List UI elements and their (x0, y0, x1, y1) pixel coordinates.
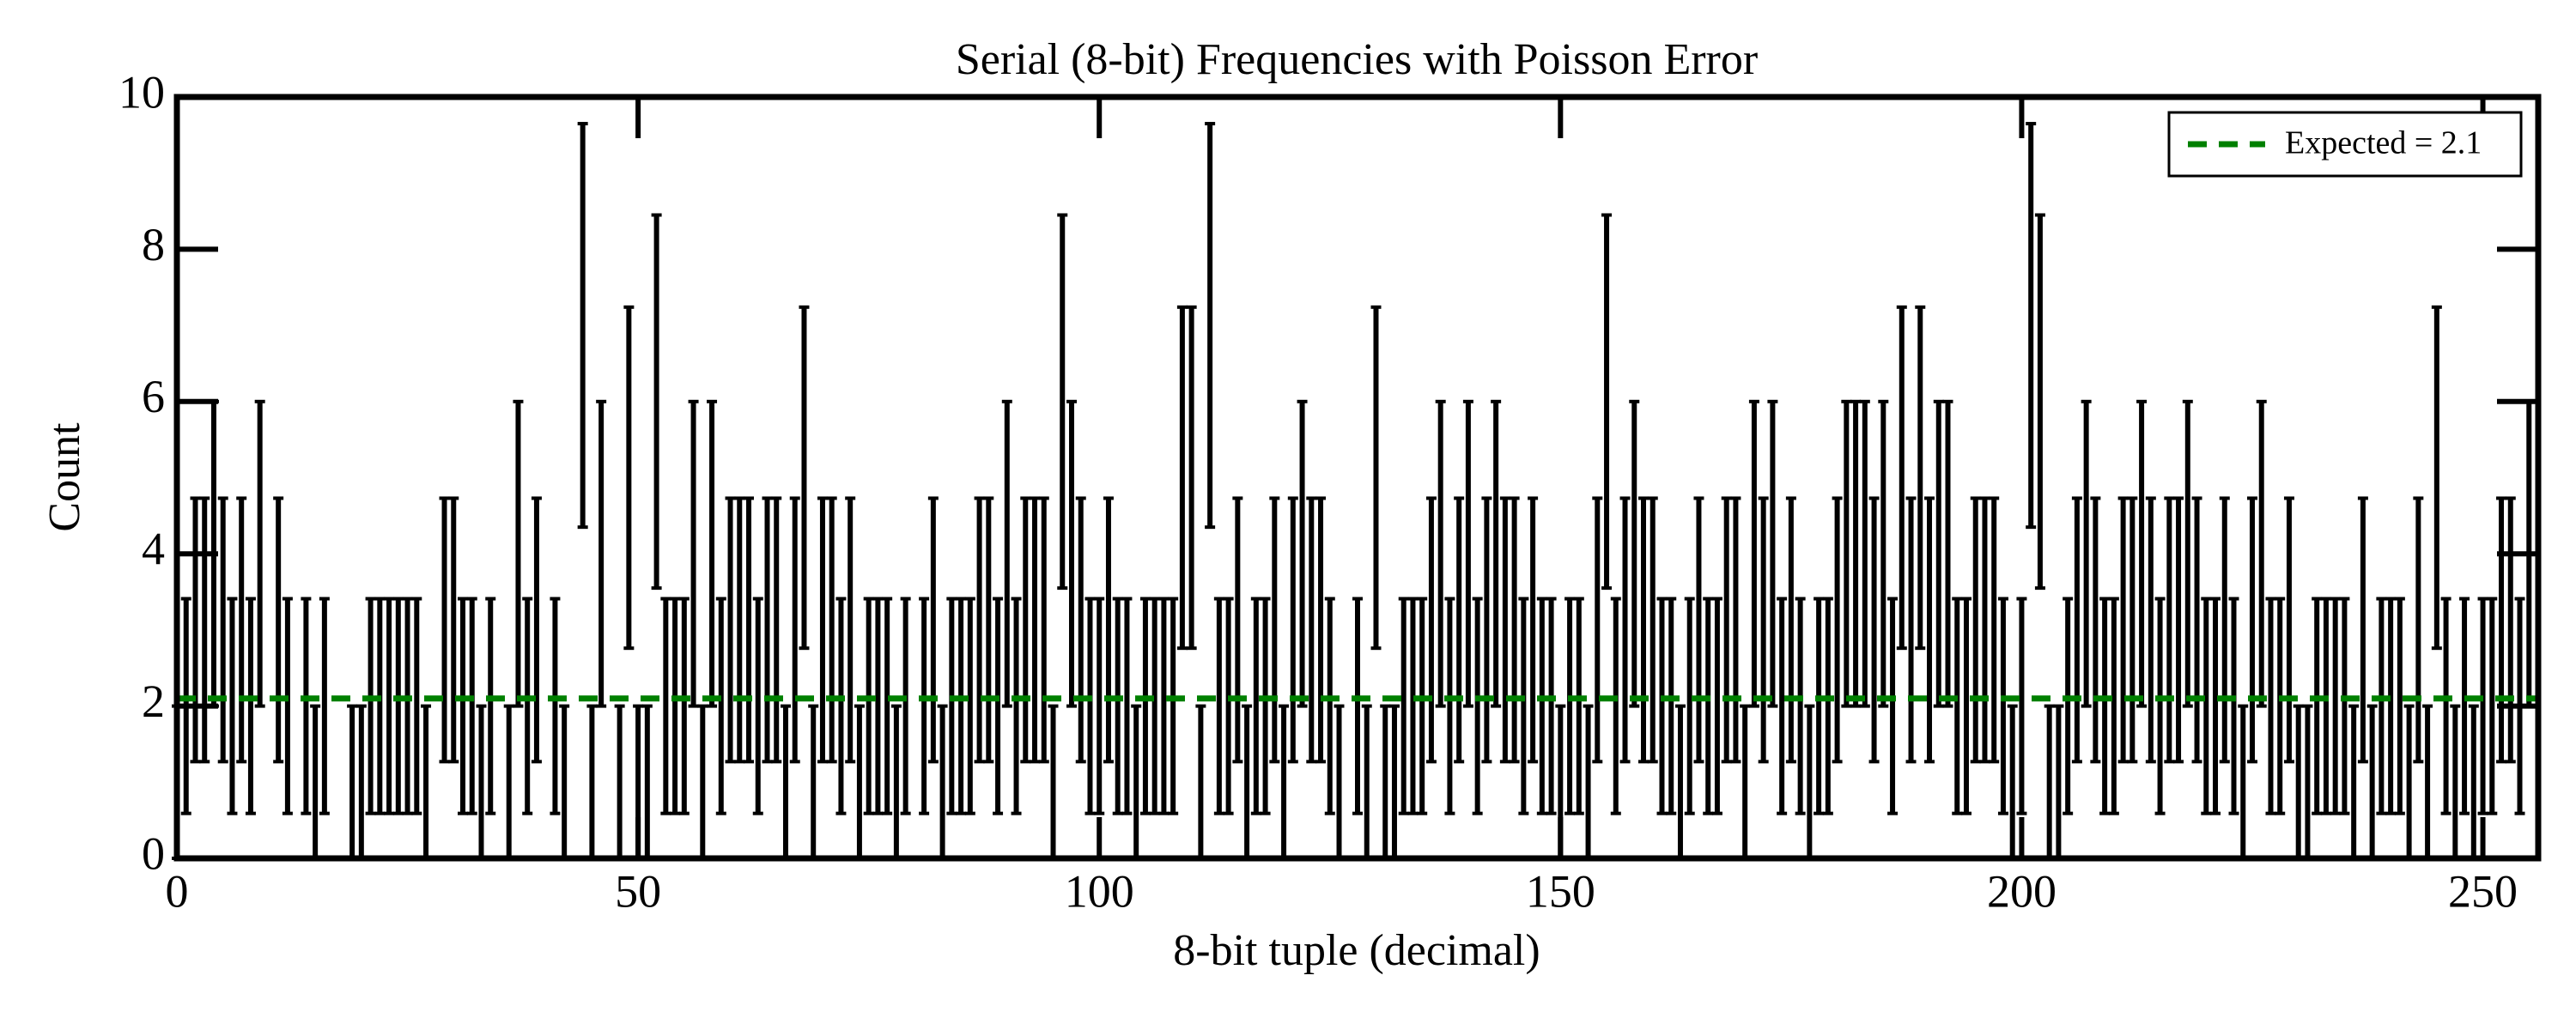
chart-title: Serial (8-bit) Frequencies with Poisson … (956, 35, 1758, 84)
error-bars (172, 122, 2535, 860)
legend-label: Expected = 2.1 (2285, 125, 2482, 161)
x-tick-label: 50 (615, 865, 661, 917)
x-tick-label: 150 (1526, 865, 1595, 917)
y-axis-label: Count (40, 422, 89, 532)
x-tick-label: 250 (2448, 865, 2518, 917)
x-axis-label: 8-bit tuple (decimal) (1173, 926, 1540, 975)
x-tick-label: 0 (166, 865, 189, 917)
plot-frame (173, 94, 2542, 862)
y-tick-label: 0 (142, 827, 165, 879)
y-tick-label: 6 (142, 371, 165, 422)
x-tick-label: 100 (1065, 865, 1134, 917)
y-tick-label: 2 (142, 676, 165, 727)
x-tick-label: 200 (1987, 865, 2057, 917)
y-tick-label: 8 (142, 219, 165, 270)
y-tick-label: 4 (142, 524, 165, 575)
y-tick-label: 10 (118, 66, 165, 118)
